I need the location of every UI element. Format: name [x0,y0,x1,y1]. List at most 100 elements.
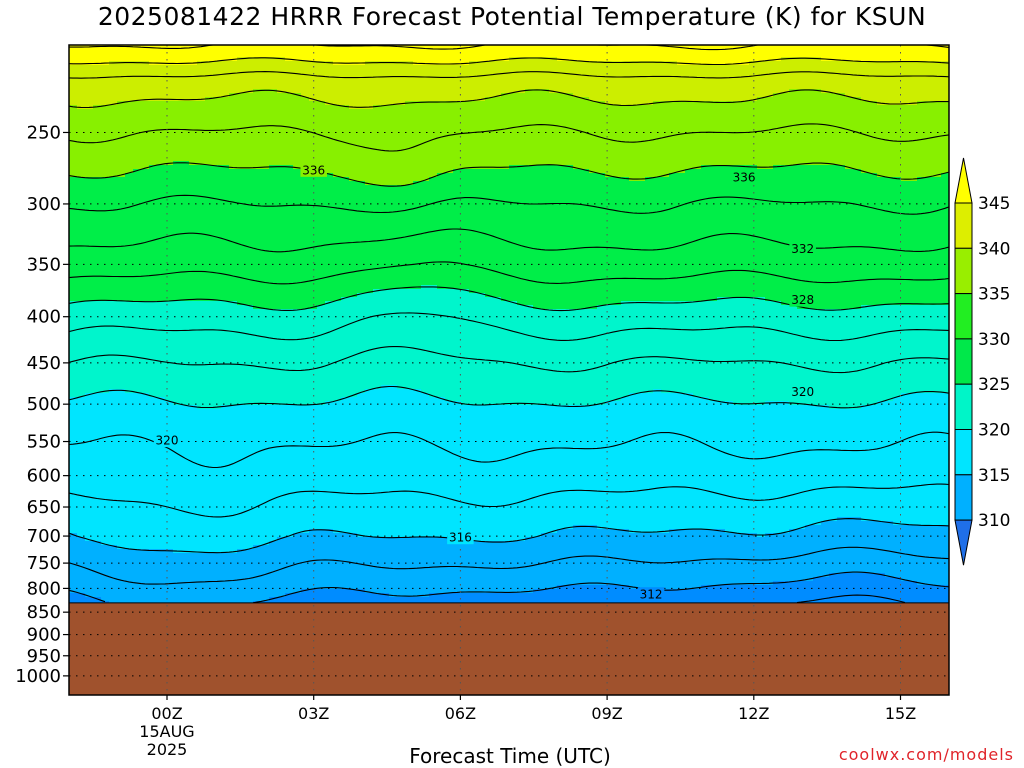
theta-cell [221,517,230,522]
theta-cell [269,537,278,542]
theta-cell [237,593,246,598]
theta-cell [189,405,198,410]
theta-cell [101,409,110,414]
theta-cell [293,69,302,74]
theta-cell [165,309,174,314]
theta-cell [245,65,254,70]
theta-cell [301,153,310,158]
theta-cell [125,297,134,302]
theta-cell [205,237,214,242]
theta-cell [173,181,182,186]
theta-cell [245,273,254,278]
theta-cell [101,69,110,74]
theta-cell [301,57,310,62]
theta-cell [69,389,78,394]
theta-cell [213,149,222,154]
theta-cell [237,521,246,526]
theta-cell [253,549,262,554]
theta-cell [237,513,246,518]
theta-cell [221,297,230,302]
theta-cell [269,93,278,98]
theta-cell [77,101,86,106]
theta-cell [101,297,110,302]
theta-cell [277,341,286,346]
theta-cell [213,477,222,482]
theta-cell [69,145,78,150]
theta-cell [253,245,262,250]
theta-cell [285,597,294,602]
theta-cell [165,217,174,222]
theta-cell [149,389,158,394]
theta-cell [189,345,198,350]
theta-cell [285,537,294,542]
theta-cell [133,393,142,398]
theta-cell [173,345,182,350]
theta-cell [205,349,214,354]
theta-cell [285,521,294,526]
theta-cell [301,385,310,390]
theta-cell [229,153,238,158]
theta-cell [125,481,134,486]
theta-cell [261,557,270,562]
theta-cell [229,293,238,298]
theta-cell [69,277,78,282]
theta-cell [301,109,310,114]
theta-cell [181,513,190,518]
theta-cell [189,137,198,142]
theta-cell [221,201,230,206]
theta-cell [93,349,102,354]
theta-cell [277,201,286,206]
theta-cell [77,421,86,426]
theta-cell [221,353,230,358]
theta-cell [157,337,166,342]
theta-cell [101,157,110,162]
theta-cell [69,373,78,378]
theta-cell [229,301,238,306]
theta-cell [85,481,94,486]
theta-cell [157,225,166,230]
theta-cell [229,105,238,110]
theta-cell [133,577,142,582]
theta-cell [237,313,246,318]
theta-cell [189,365,198,370]
theta-cell [165,529,174,534]
theta-cell [253,133,262,138]
theta-cell [141,365,150,370]
theta-cell [261,161,270,166]
theta-cell [189,113,198,118]
theta-cell [245,349,254,354]
theta-cell [213,357,222,362]
theta-cell [285,173,294,178]
theta-cell [269,73,278,78]
theta-cell [189,409,198,414]
theta-cell [125,253,134,258]
theta-cell [165,585,174,590]
theta-cell [205,525,214,530]
theta-cell [77,81,86,86]
theta-cell [173,313,182,318]
theta-cell [173,301,182,306]
theta-cell [277,205,286,210]
theta-cell [109,549,118,554]
theta-cell [269,325,278,330]
theta-cell [69,309,78,314]
theta-cell [133,517,142,522]
theta-cell [133,309,142,314]
theta-cell [101,489,110,494]
theta-cell [93,517,102,522]
theta-cell [269,277,278,282]
theta-cell [149,73,158,78]
theta-cell [77,121,86,126]
theta-cell [301,181,310,186]
theta-cell [117,501,126,506]
theta-cell [149,501,158,506]
theta-cell [93,73,102,78]
theta-cell [165,265,174,270]
theta-cell [141,469,150,474]
theta-cell [125,261,134,266]
theta-cell [165,593,174,598]
theta-cell [141,437,150,442]
theta-cell [173,513,182,518]
theta-cell [189,341,198,346]
theta-cell [141,477,150,482]
